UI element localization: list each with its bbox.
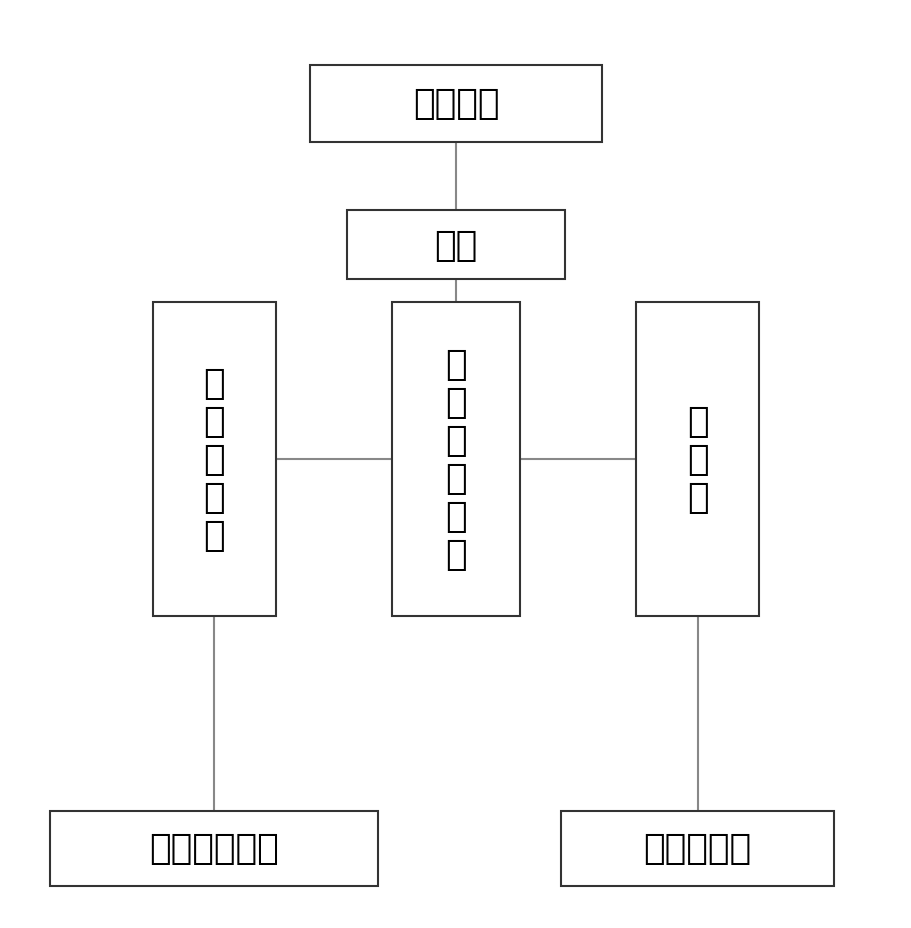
Text: 位置反馈模块: 位置反馈模块 bbox=[149, 831, 279, 866]
Text: 位置采集器: 位置采集器 bbox=[643, 831, 751, 866]
Bar bbox=[50, 811, 378, 886]
Bar bbox=[346, 212, 565, 279]
Text: 电
机
驱
动
装
置: 电 机 驱 动 装 置 bbox=[445, 347, 466, 572]
Bar bbox=[310, 66, 601, 143]
Text: 检测装置: 检测装置 bbox=[413, 87, 498, 122]
Bar bbox=[560, 811, 834, 886]
Text: 电机: 电机 bbox=[434, 228, 477, 263]
Bar bbox=[636, 303, 758, 616]
Text: 工
作
台: 工 作 台 bbox=[686, 405, 708, 514]
Text: 运
动
控
制
器: 运 动 控 制 器 bbox=[203, 367, 225, 552]
Bar bbox=[152, 303, 275, 616]
Bar bbox=[392, 303, 519, 616]
